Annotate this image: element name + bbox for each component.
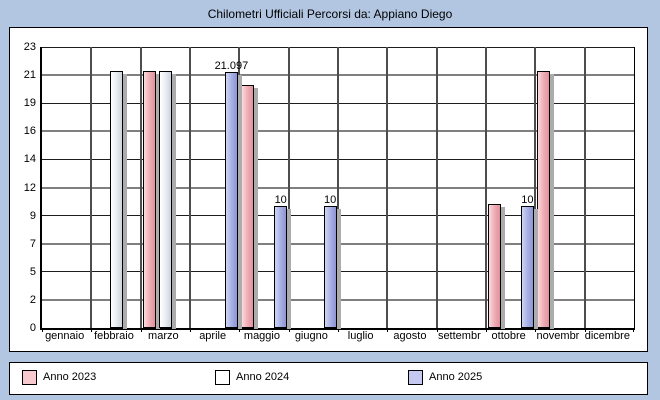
bar-anno-2025-ottobre (520, 205, 538, 330)
bar-anno-2025-aprile (224, 71, 242, 330)
bar-value-label: 21.097 (214, 59, 249, 72)
x-axis-label: giugno (294, 330, 328, 342)
x-tick (91, 328, 93, 332)
x-axis-label: febbraio (94, 330, 134, 342)
bar-anno-2023-novembr (537, 70, 555, 330)
v-gridline (583, 47, 586, 328)
y-axis-label: 12 (23, 181, 36, 194)
v-gridline (485, 47, 487, 328)
y-axis-label: 19 (23, 97, 36, 110)
legend-swatch (215, 370, 230, 385)
v-gridline (386, 47, 389, 328)
bar-anno-2023-maggio (241, 85, 259, 329)
y-axis-label: 23 (23, 41, 36, 53)
legend-label: Anno 2024 (236, 371, 290, 383)
x-axis-label: marzo (148, 330, 179, 342)
x-tick (42, 328, 43, 332)
bar-anno-2024-marzo (159, 70, 177, 330)
legend-swatch (22, 370, 37, 385)
x-axis-label: settembr (437, 330, 481, 342)
x-axis-label: dicembre (584, 330, 630, 342)
x-tick (338, 328, 339, 332)
chart-panel: 21.097 10 10 10 0 2 5 7 9 12 14 16 19 21 23 gennaio feb… (9, 27, 648, 352)
y-axis-label: 5 (29, 265, 36, 278)
legend-swatch (408, 370, 423, 385)
v-gridline (90, 47, 93, 328)
v-gridline (435, 47, 438, 328)
x-axis-label: maggio (243, 330, 280, 342)
x-tick (140, 328, 142, 332)
legend-label: Anno 2023 (43, 371, 97, 383)
x-axis-label: ottobre (491, 330, 526, 342)
bar-value-label: 10 (521, 193, 534, 206)
y-axis-label: 16 (23, 125, 36, 138)
x-axis-label: gennaio (45, 330, 85, 342)
x-tick (387, 328, 389, 332)
legend-label: Anno 2025 (429, 371, 483, 383)
x-tick (633, 328, 634, 332)
chart-title: Chilometri Ufficiali Percorsi da: Appian… (207, 7, 453, 21)
y-axis-label: 14 (23, 153, 36, 166)
x-axis-label: aprile (199, 330, 227, 342)
y-axis-label: 7 (29, 237, 36, 250)
v-gridline (534, 47, 537, 328)
v-gridline (189, 47, 191, 328)
plot-area: 21.097 10 10 10 (40, 46, 635, 332)
bar-anno-2024-febbraio (109, 70, 127, 330)
bar-anno-2025-giugno (323, 205, 341, 330)
y-axis-label: 2 (29, 293, 36, 306)
bar-anno-2023-marzo (142, 70, 160, 330)
v-gridline (337, 47, 339, 328)
legend: Anno 2023 Anno 2024 Anno 2025 (9, 362, 648, 395)
bar-value-label: 10 (274, 193, 287, 206)
v-gridline (287, 47, 290, 328)
bar-anno-2023-ottobre (488, 204, 505, 329)
x-tick (288, 328, 290, 332)
x-tick (190, 328, 191, 332)
x-tick (584, 328, 586, 332)
x-tick (436, 328, 438, 332)
bar-value-label: 10 (323, 193, 337, 206)
bar-anno-2025-maggio (274, 205, 292, 330)
y-axis-label: 0 (29, 322, 36, 334)
v-gridline (139, 47, 142, 328)
x-tick (239, 328, 241, 332)
x-axis-label: agosto (393, 330, 427, 342)
y-axis-label: 9 (29, 209, 36, 222)
x-tick (486, 328, 487, 332)
x-axis-label: luglio (347, 330, 374, 342)
x-tick (535, 328, 537, 332)
y-axis-label: 21 (23, 69, 36, 82)
x-axis-label: novembr (536, 330, 580, 342)
